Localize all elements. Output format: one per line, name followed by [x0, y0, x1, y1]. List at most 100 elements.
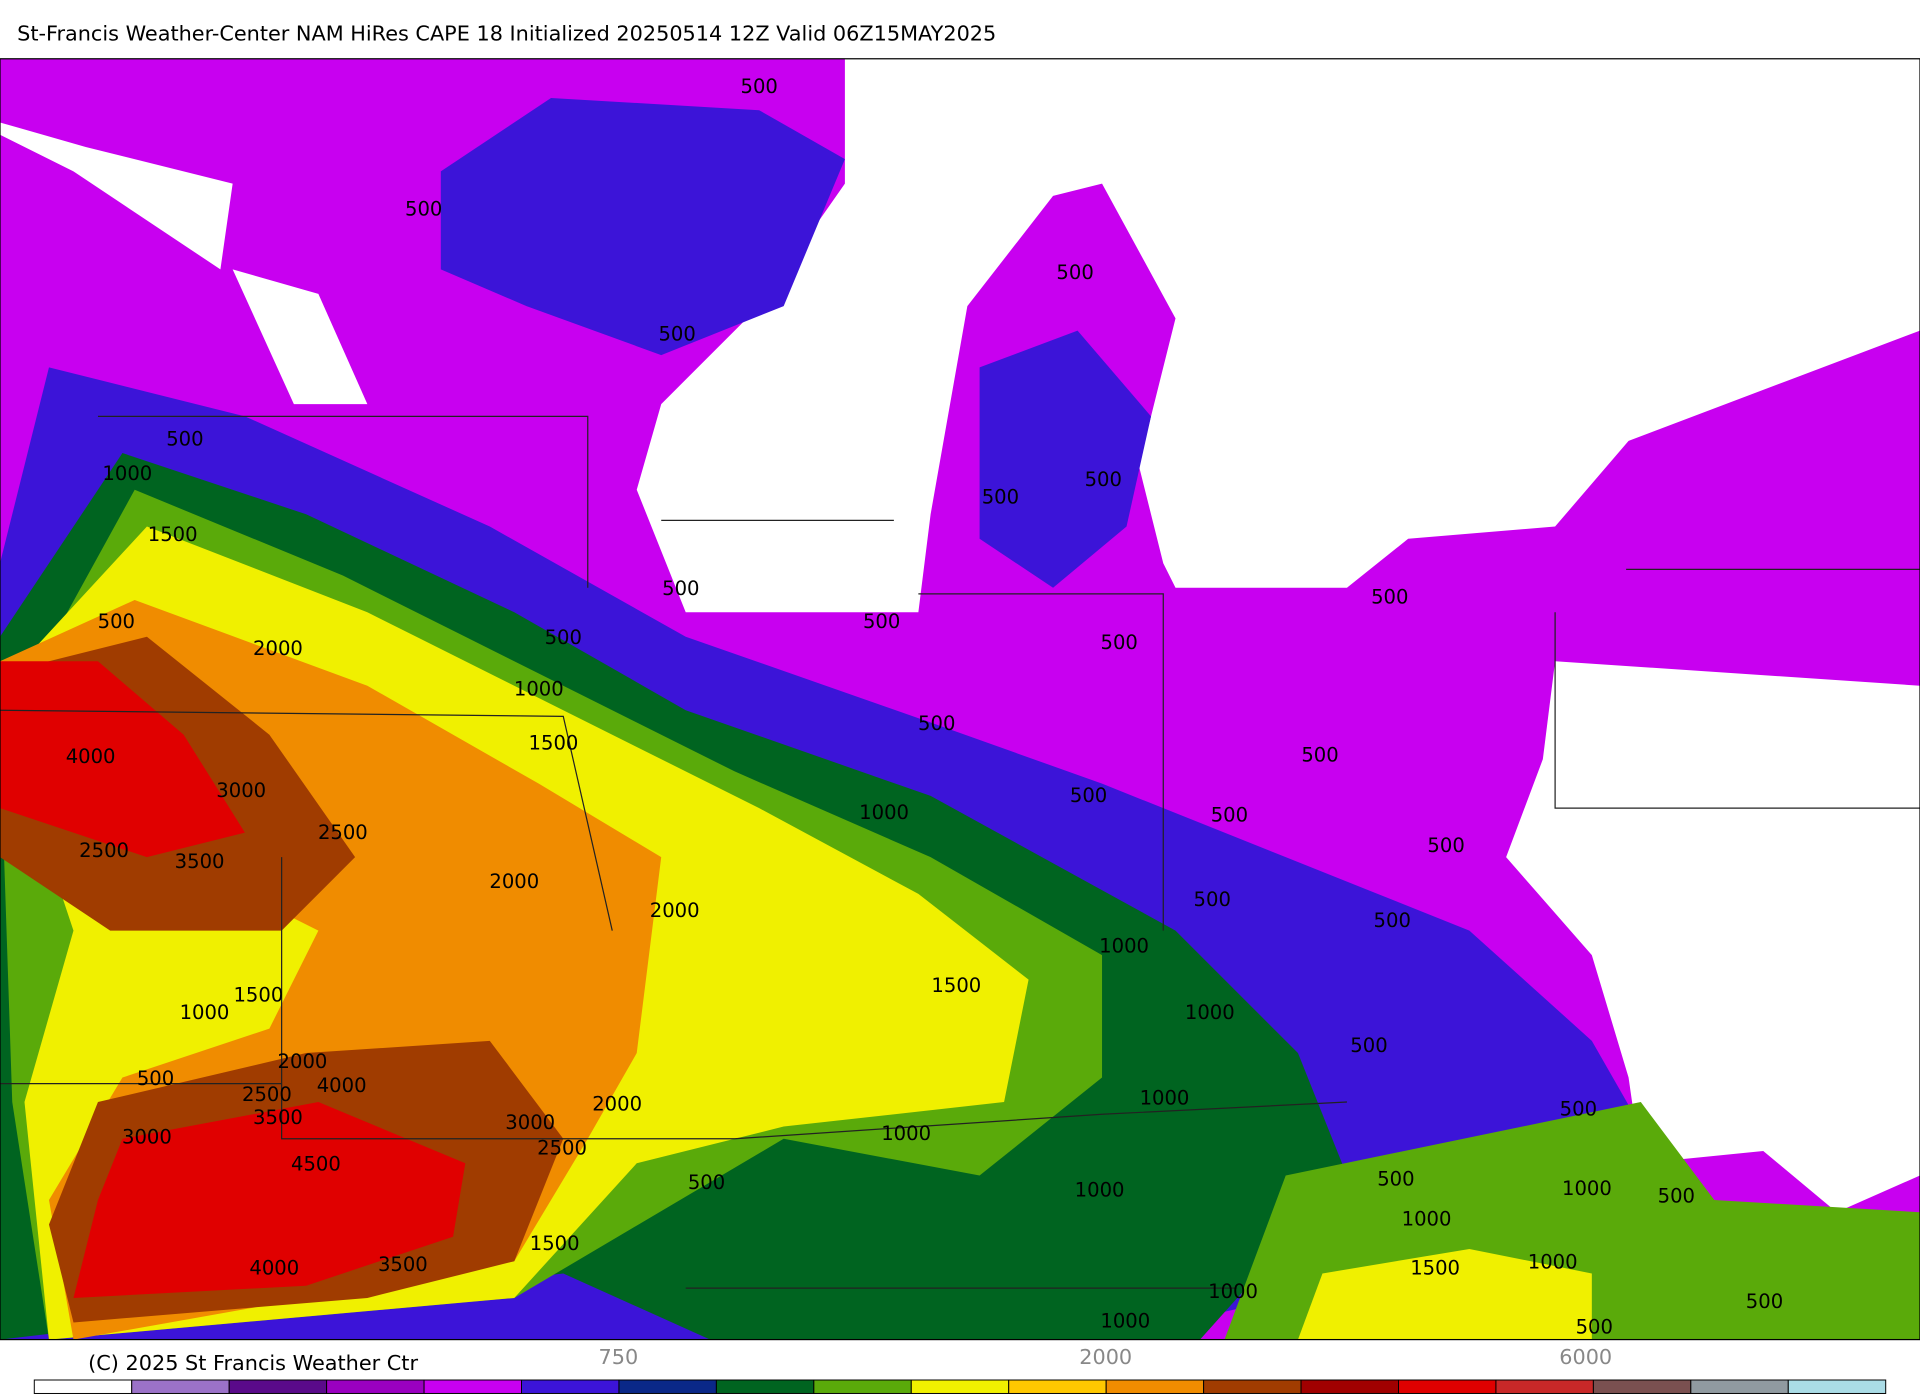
contour-label: 500 [1427, 834, 1464, 857]
colorbar-swatch [521, 1379, 620, 1394]
contour-label: 500 [166, 428, 203, 451]
contour-label: 1000 [1402, 1208, 1452, 1231]
contour-label: 1500 [931, 974, 981, 997]
map-root: St-Francis Weather-Center NAM HiRes CAPE… [0, 21, 1920, 1394]
map-area [0, 58, 1920, 1341]
contour-label: 500 [1070, 784, 1107, 807]
colorbar-label: 2000 [1079, 1345, 1132, 1369]
contour-label: 2500 [79, 839, 129, 862]
contour-label: 500 [1085, 468, 1122, 491]
contour-label: 500 [918, 712, 955, 735]
no-cape [1506, 661, 1920, 1213]
contour-label: 4000 [317, 1074, 367, 1097]
colorbar-swatch [33, 1379, 133, 1394]
colorbar-swatch [813, 1379, 912, 1394]
contour-label: 1000 [1208, 1280, 1258, 1303]
contour-label: 500 [982, 485, 1019, 508]
colorbar-swatch [1592, 1379, 1692, 1394]
cape-blue [979, 330, 1152, 588]
cape-yellow [1297, 1248, 1592, 1340]
colorbar-swatch [1105, 1379, 1205, 1394]
contour-label: 4000 [66, 745, 116, 768]
colorbar-swatch [715, 1379, 815, 1394]
contour-label: 4500 [291, 1153, 341, 1176]
contour-label: 500 [1746, 1290, 1783, 1313]
contour-label: 2500 [318, 821, 368, 844]
colorbar-swatch [1008, 1379, 1107, 1394]
contour-label: 4000 [249, 1257, 299, 1280]
contour-label: 1000 [1075, 1178, 1125, 1201]
contour-label: 500 [137, 1067, 174, 1090]
contour-label: 500 [1576, 1315, 1613, 1338]
contour-label: 500 [1374, 909, 1411, 932]
contour-labels: 500 500 500 500 500 1000 1500 500 500 500 500 2000 5… [66, 75, 1783, 1338]
contour-label: 1000 [1185, 1001, 1235, 1024]
contour-label: 1000 [881, 1122, 931, 1145]
contour-label: 500 [1100, 631, 1137, 654]
border [281, 857, 1347, 1140]
contour-label: 500 [1658, 1184, 1695, 1207]
cape-red [0, 661, 245, 858]
no-cape [232, 269, 368, 405]
colorbar-swatch [1690, 1379, 1789, 1394]
colorbar-label: 750 [599, 1345, 639, 1369]
contour-label: 500 [1377, 1167, 1414, 1190]
contour-label: 1000 [102, 462, 152, 485]
title: St-Francis Weather-Center NAM HiRes CAPE… [17, 21, 996, 45]
colorbar-swatch [326, 1379, 425, 1394]
contour-label: 1000 [1140, 1086, 1190, 1109]
colorbar-swatch [1495, 1379, 1594, 1394]
contour-label: 2000 [278, 1050, 328, 1073]
state-borders [0, 415, 1920, 1289]
colorbar-swatch [910, 1379, 1010, 1394]
colorbar: 750 2000 6000 [33, 1345, 1887, 1394]
contour-label: 3000 [216, 779, 266, 802]
contour-label: 2000 [650, 899, 700, 922]
contour-label: 500 [658, 322, 695, 345]
contour-label: 1500 [529, 731, 579, 754]
cape-blue [440, 97, 845, 356]
contour-label: 1500 [148, 523, 198, 546]
colorbar-swatch [1300, 1379, 1399, 1394]
cape-red [73, 1102, 466, 1298]
contour-label: 500 [740, 75, 777, 98]
contour-label: 500 [1194, 888, 1231, 911]
no-cape [636, 58, 1920, 613]
contour-label: 1000 [859, 801, 909, 824]
contour-label: 1000 [1528, 1251, 1578, 1274]
contour-label: 1000 [1562, 1177, 1612, 1200]
border [0, 709, 613, 931]
contour-label: 500 [98, 610, 135, 633]
no-cape [0, 122, 233, 270]
contour-label: 500 [1371, 586, 1408, 609]
colorbar-swatch [131, 1379, 230, 1394]
contour-label: 1000 [1100, 1309, 1150, 1332]
contour-label: 500 [545, 626, 582, 649]
colorbar-swatch [1203, 1379, 1302, 1394]
contour-label: 1000 [1099, 935, 1149, 958]
border [97, 415, 589, 588]
contour-label: 500 [662, 577, 699, 600]
contour-label: 2500 [537, 1137, 587, 1160]
copyright: (C) 2025 St Francis Weather Ctr [88, 1351, 418, 1375]
border [1554, 612, 1920, 809]
contour-label: 2000 [489, 870, 539, 893]
colorbar-swatch [423, 1379, 522, 1394]
contour-label: 3000 [505, 1111, 555, 1134]
contour-label: 500 [1560, 1098, 1597, 1121]
contour-label: 500 [863, 610, 900, 633]
contour-label: 1000 [514, 678, 564, 701]
contour-label: 2000 [592, 1093, 642, 1116]
colorbar-swatch [618, 1379, 717, 1394]
contour-label: 500 [1211, 804, 1248, 827]
map-frame [0, 58, 1920, 1341]
colorbar-swatch [1398, 1379, 1497, 1394]
contour-label: 2000 [253, 637, 303, 660]
contour-label: 500 [1350, 1034, 1387, 1057]
contour-label: 2500 [242, 1083, 292, 1106]
contour-label: 500 [688, 1171, 725, 1194]
contour-label: 3000 [122, 1126, 172, 1149]
contour-label: 3500 [175, 850, 225, 873]
border [918, 593, 1164, 931]
